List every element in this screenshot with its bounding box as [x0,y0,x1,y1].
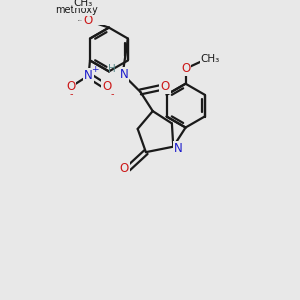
Text: N: N [84,69,93,82]
Text: O: O [119,162,129,175]
Text: N: N [174,142,183,154]
Text: methoxy: methoxy [76,2,82,4]
Text: methoxy: methoxy [55,5,98,15]
Text: -: - [69,89,73,99]
Text: CH₃: CH₃ [201,54,220,64]
Text: O: O [66,80,75,93]
Text: -: - [111,89,114,99]
Text: CH₃: CH₃ [73,0,93,8]
Text: methoxy: methoxy [78,20,85,21]
Text: O: O [102,80,112,93]
Text: +: + [91,65,98,74]
Text: N: N [120,68,128,81]
Text: O: O [83,14,92,27]
Text: O: O [160,80,170,93]
Text: H: H [108,64,116,74]
Text: O: O [181,62,190,75]
